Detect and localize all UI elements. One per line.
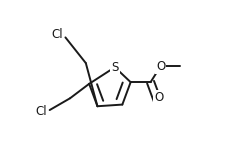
Text: O: O (154, 91, 163, 104)
Text: Cl: Cl (35, 105, 47, 118)
Text: Cl: Cl (51, 28, 62, 41)
Text: S: S (111, 61, 119, 74)
Text: O: O (156, 60, 165, 73)
